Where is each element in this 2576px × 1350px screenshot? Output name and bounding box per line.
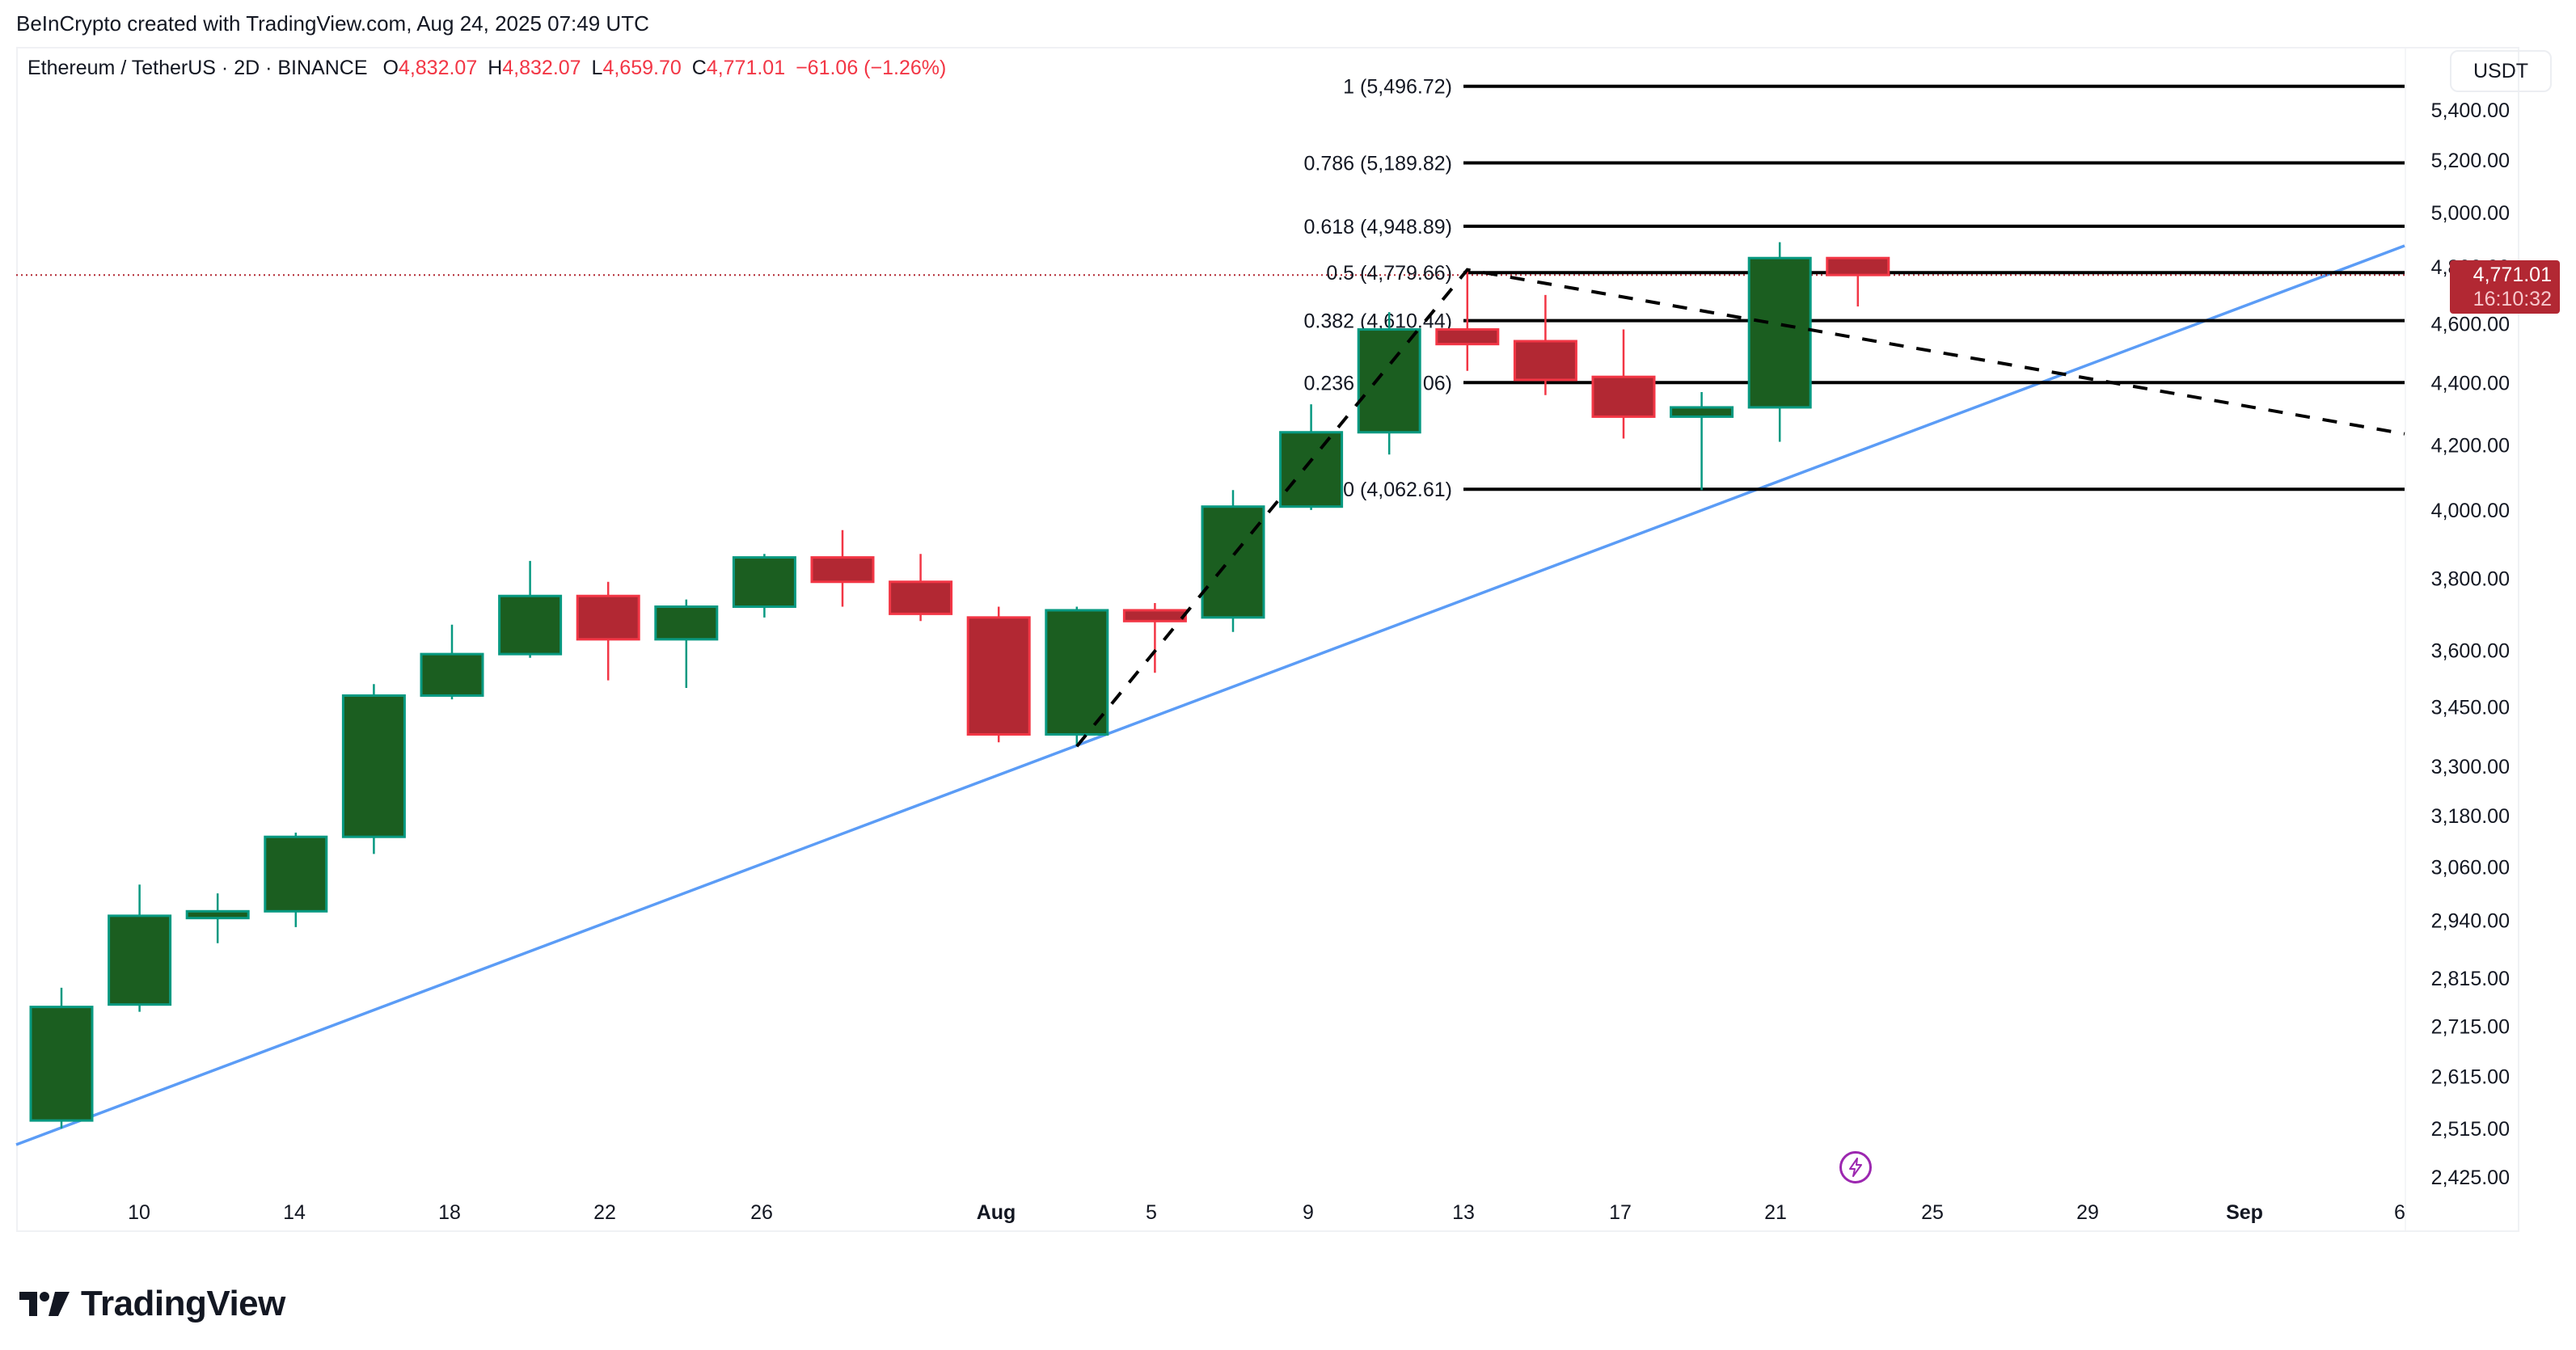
candles (29, 242, 1890, 1129)
price-tick-label: 5,400.00 (2431, 99, 2510, 122)
candle[interactable] (185, 893, 250, 943)
candle[interactable] (1357, 312, 1421, 455)
time-tick-label: 14 (283, 1201, 306, 1224)
fib-level-label: 0 (4,062.61) (1343, 479, 1452, 501)
price-tick-label: 2,940.00 (2431, 909, 2510, 932)
open-label: O (382, 57, 399, 79)
candle[interactable] (1670, 391, 1734, 491)
candle[interactable] (1201, 490, 1265, 632)
candle[interactable] (29, 987, 94, 1129)
fibonacci-retracement[interactable]: 1 (5,496.72) 0.786 (5,189.82) 0.618 (4,948… (1304, 76, 2405, 501)
candle[interactable] (108, 884, 172, 1012)
price-tick-label: 3,600.00 (2431, 640, 2510, 663)
candle[interactable] (1279, 404, 1344, 510)
low-value: 4,659.70 (602, 57, 682, 79)
chart-credit: BeInCrypto created with TradingView.com,… (16, 11, 649, 36)
candle[interactable] (1045, 606, 1109, 747)
candle[interactable] (1747, 242, 1812, 442)
time-tick-label: Aug (977, 1201, 1016, 1224)
time-tick-label: 26 (750, 1201, 773, 1224)
chart-panel[interactable] (16, 47, 2519, 1232)
candle[interactable] (264, 832, 328, 927)
price-axis-separator (2405, 49, 2406, 1230)
last-price-badge: 4,771.01 16:10:32 (2450, 260, 2560, 314)
lightning-event-icon[interactable] (1839, 1151, 1872, 1183)
time-tick-label: 5 (1146, 1201, 1157, 1224)
candle[interactable] (1513, 294, 1577, 395)
time-tick-label: 29 (2076, 1201, 2099, 1224)
price-tick-label: 3,800.00 (2431, 567, 2510, 590)
symbol-legend: Ethereum / TetherUS · 2D · BINANCE O4,83… (27, 57, 951, 80)
candle[interactable] (1591, 329, 1656, 439)
symbol-name: Ethereum / TetherUS · 2D · BINANCE (27, 57, 368, 79)
price-tick-label: 4,000.00 (2431, 500, 2510, 522)
candle[interactable] (341, 684, 406, 854)
price-axis: 5,400.005,200.005,000.004,800.004,600.00… (2431, 99, 2510, 1189)
time-tick-label: 22 (593, 1201, 616, 1224)
time-tick-label: Sep (2226, 1201, 2263, 1224)
candle[interactable] (1435, 269, 1500, 371)
tradingview-logo-icon (19, 1292, 70, 1316)
candle[interactable] (576, 581, 640, 681)
time-tick-label: 6 (2394, 1201, 2405, 1224)
price-tick-label: 2,815.00 (2431, 968, 2510, 990)
tradingview-logo-text: TradingView (81, 1284, 285, 1323)
close-value: 4,771.01 (706, 57, 786, 79)
price-tick-label: 4,600.00 (2431, 313, 2510, 335)
time-tick-label: 18 (438, 1201, 461, 1224)
time-tick-label: 17 (1609, 1201, 1632, 1224)
price-tick-label: 3,450.00 (2431, 697, 2510, 719)
time-axis: 10 14 18 22 26 Aug 5 9 13 17 21 25 29 Sep 6 (128, 1201, 2405, 1224)
candle[interactable] (889, 554, 953, 622)
low-label: L (591, 57, 603, 79)
last-price-value: 4,771.01 (2473, 264, 2552, 286)
candle[interactable] (810, 529, 875, 607)
candle[interactable] (966, 606, 1031, 743)
candle[interactable] (1826, 256, 1890, 307)
fib-level-label: 1 (5,496.72) (1343, 76, 1452, 99)
price-tick-label: 4,400.00 (2431, 373, 2510, 395)
currency-selector-button[interactable]: USDT (2450, 50, 2552, 92)
time-tick-label: 21 (1764, 1201, 1787, 1224)
candle[interactable] (420, 624, 484, 700)
price-tick-label: 5,000.00 (2431, 202, 2510, 225)
time-tick-label: 10 (128, 1201, 150, 1224)
high-label: H (488, 57, 503, 79)
bar-countdown: 16:10:32 (2473, 288, 2552, 310)
price-tick-label: 5,200.00 (2431, 150, 2510, 172)
fib-level-label: 0.786 (5,189.82) (1304, 152, 1452, 175)
time-tick-label: 13 (1452, 1201, 1475, 1224)
price-tick-label: 4,200.00 (2431, 434, 2510, 457)
price-tick-label: 3,180.00 (2431, 805, 2510, 828)
change-value: −61.06 (−1.26%) (796, 57, 947, 79)
tradingview-logo[interactable]: TradingView (19, 1284, 285, 1324)
candle[interactable] (1122, 603, 1187, 673)
fib-level-label: 0.618 (4,948.89) (1304, 216, 1452, 238)
price-tick-label: 2,615.00 (2431, 1066, 2510, 1089)
price-tick-label: 2,715.00 (2431, 1016, 2510, 1039)
price-tick-label: 3,300.00 (2431, 756, 2510, 778)
high-value: 4,832.07 (502, 57, 581, 79)
candle[interactable] (732, 554, 796, 618)
time-tick-label: 25 (1921, 1201, 1944, 1224)
candle[interactable] (498, 560, 563, 658)
fib-level-label: 0.5 (4,779.66) (1326, 262, 1452, 285)
price-tick-label: 3,060.00 (2431, 857, 2510, 880)
price-tick-label: 2,515.00 (2431, 1118, 2510, 1141)
close-label: C (691, 57, 707, 79)
candle[interactable] (654, 599, 719, 688)
time-tick-label: 9 (1303, 1201, 1314, 1224)
open-value: 4,832.07 (398, 57, 478, 79)
ascending-trendline[interactable] (15, 244, 2405, 1146)
price-tick-label: 2,425.00 (2431, 1166, 2510, 1189)
swing-dashed-line[interactable] (1075, 268, 2405, 748)
